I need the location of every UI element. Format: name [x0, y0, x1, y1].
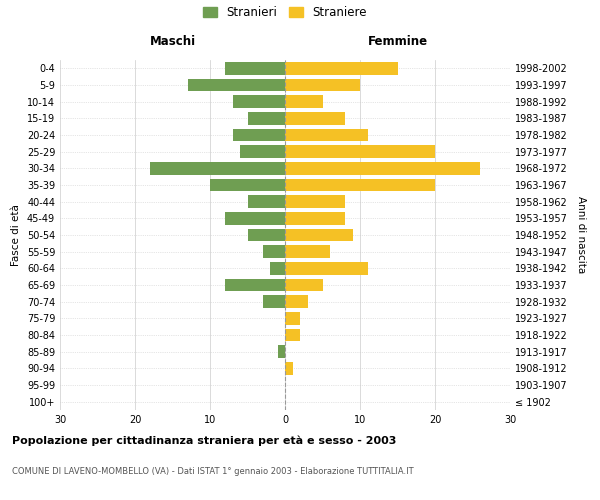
Y-axis label: Fasce di età: Fasce di età: [11, 204, 21, 266]
Bar: [285, 96, 323, 108]
Bar: [233, 96, 285, 108]
Bar: [285, 279, 323, 291]
Text: COMUNE DI LAVENO-MOMBELLO (VA) - Dati ISTAT 1° gennaio 2003 - Elaborazione TUTTI: COMUNE DI LAVENO-MOMBELLO (VA) - Dati IS…: [12, 468, 413, 476]
Bar: [248, 112, 285, 124]
Bar: [285, 179, 435, 192]
Y-axis label: Anni di nascita: Anni di nascita: [576, 196, 586, 274]
Text: Femmine: Femmine: [367, 36, 428, 49]
Bar: [285, 62, 398, 74]
Bar: [285, 129, 367, 141]
Legend: Stranieri, Straniere: Stranieri, Straniere: [203, 6, 367, 19]
Bar: [285, 296, 308, 308]
Bar: [285, 146, 435, 158]
Bar: [263, 296, 285, 308]
Bar: [263, 246, 285, 258]
Bar: [248, 229, 285, 241]
Bar: [270, 262, 285, 274]
Bar: [240, 146, 285, 158]
Bar: [285, 112, 345, 124]
Bar: [285, 329, 300, 341]
Bar: [285, 162, 480, 174]
Bar: [225, 62, 285, 74]
Text: Maschi: Maschi: [149, 36, 196, 49]
Bar: [285, 312, 300, 324]
Bar: [285, 362, 293, 374]
Bar: [248, 196, 285, 208]
Bar: [187, 79, 285, 92]
Bar: [285, 79, 360, 92]
Bar: [277, 346, 285, 358]
Bar: [285, 246, 330, 258]
Bar: [285, 212, 345, 224]
Bar: [210, 179, 285, 192]
Bar: [285, 262, 367, 274]
Bar: [225, 279, 285, 291]
Bar: [285, 196, 345, 208]
Bar: [285, 229, 353, 241]
Bar: [150, 162, 285, 174]
Bar: [225, 212, 285, 224]
Bar: [233, 129, 285, 141]
Text: Popolazione per cittadinanza straniera per età e sesso - 2003: Popolazione per cittadinanza straniera p…: [12, 435, 397, 446]
